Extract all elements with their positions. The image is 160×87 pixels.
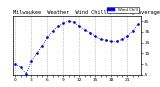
Text: Milwaukee  Weather  Wind Chill / Hourly Average / (24 Hours): Milwaukee Weather Wind Chill / Hourly Av…: [13, 10, 160, 15]
Legend: Wind Chill: Wind Chill: [107, 7, 139, 13]
